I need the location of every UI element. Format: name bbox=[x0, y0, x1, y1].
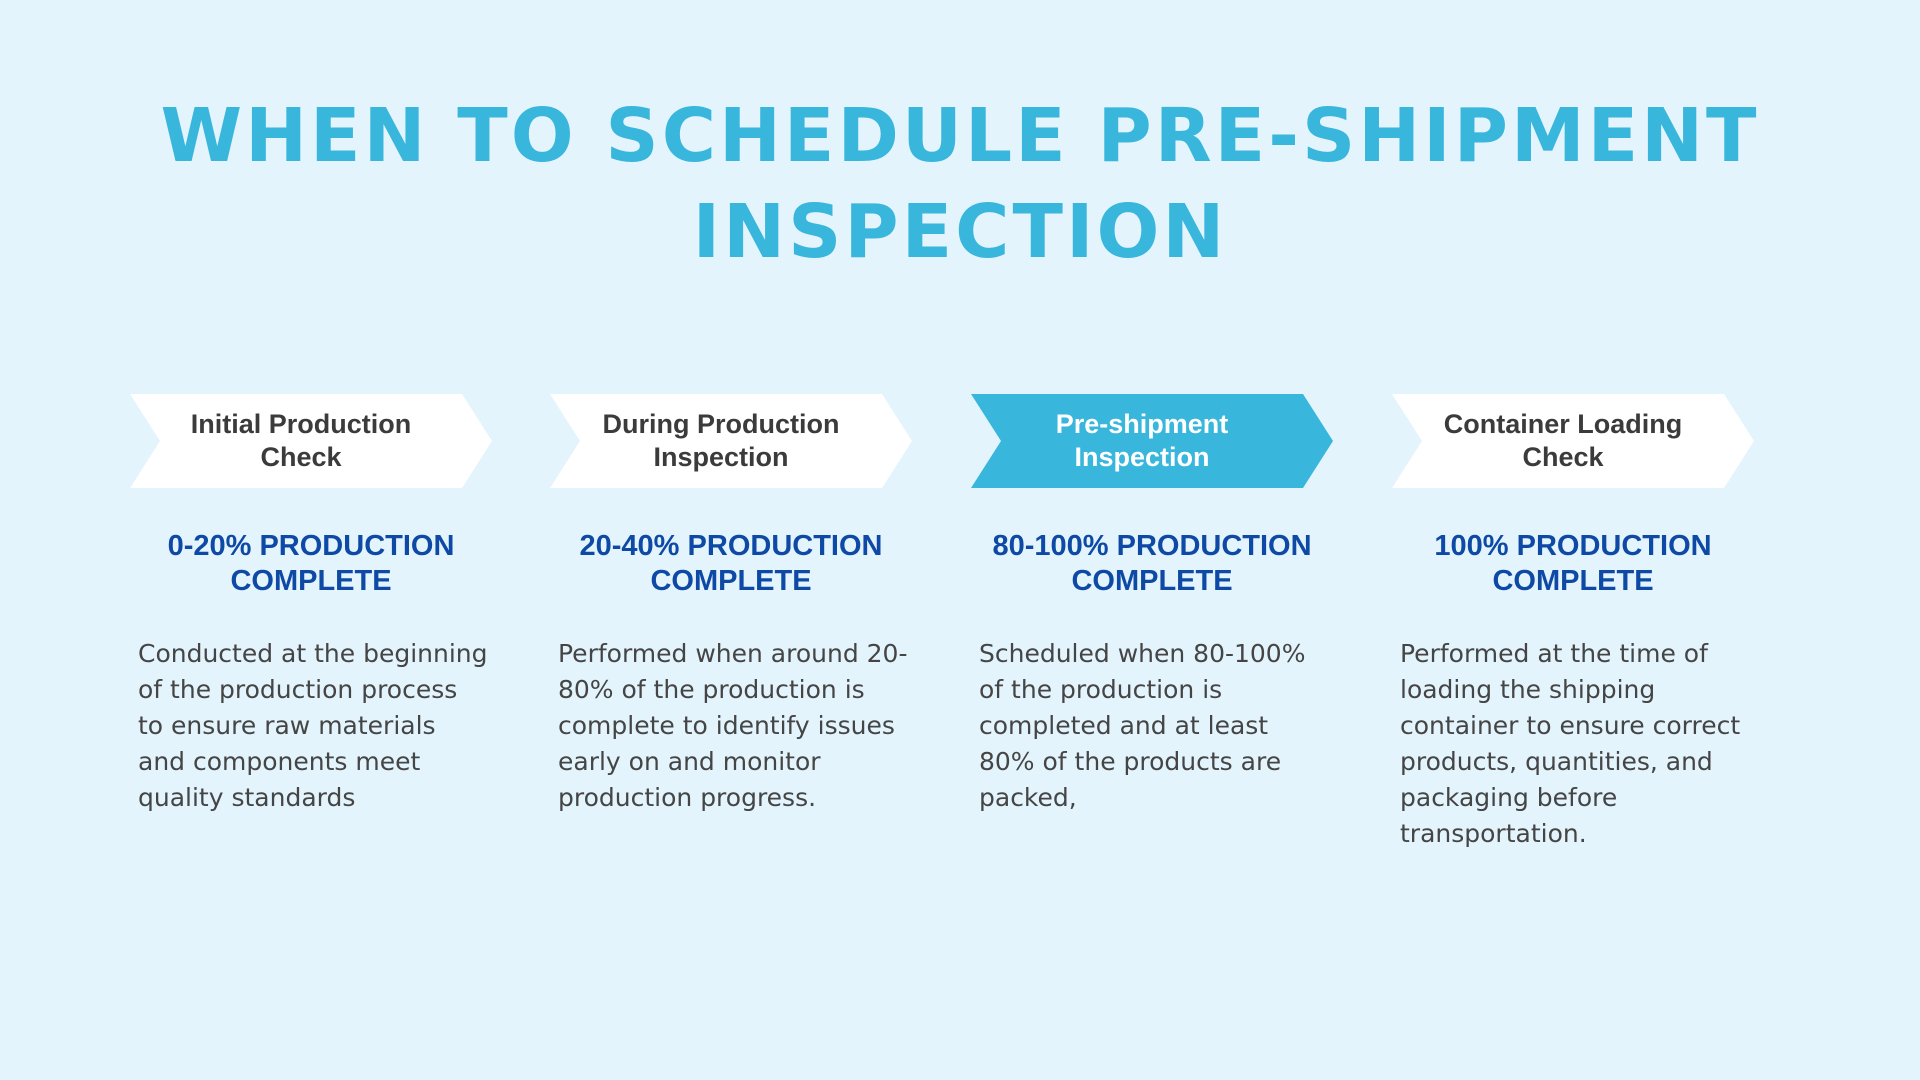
page-title: WHEN TO SCHEDULE PRE-SHIPMENT INSPECTION bbox=[0, 88, 1920, 280]
chevron-arrow: Initial Production Check bbox=[130, 394, 492, 488]
step-during-production-inspection: During Production Inspection 20-40% PROD… bbox=[550, 394, 912, 816]
chevron-shape bbox=[550, 394, 912, 488]
step-label: Initial Production Check bbox=[190, 409, 412, 472]
page-title-line-2: INSPECTION bbox=[692, 189, 1228, 275]
step-label: Pre-shipment Inspection bbox=[1055, 409, 1229, 472]
page-title-line-1: WHEN TO SCHEDULE PRE-SHIPMENT bbox=[160, 93, 1760, 179]
step-description: Performed when around 20-80% of the prod… bbox=[558, 639, 908, 812]
step-label: Container Loading Check bbox=[1443, 409, 1683, 472]
production-percent: 0-20% PRODUCTION COMPLETE bbox=[167, 530, 455, 597]
chevron-arrow: Pre-shipment Inspection bbox=[971, 394, 1333, 488]
production-percent: 20-40% PRODUCTION COMPLETE bbox=[579, 530, 883, 597]
step-description: Performed at the time of loading the shi… bbox=[1400, 639, 1741, 848]
step-pre-shipment-inspection: Pre-shipment Inspection 80-100% PRODUCTI… bbox=[971, 394, 1333, 816]
step-label: During Production Inspection bbox=[602, 409, 840, 472]
chevron-shape bbox=[971, 394, 1333, 488]
production-percent: 80-100% PRODUCTION COMPLETE bbox=[992, 530, 1312, 597]
step-description: Conducted at the beginning of the produc… bbox=[138, 639, 488, 812]
step-container-loading-check: Container Loading Check 100% PRODUCTION … bbox=[1392, 394, 1754, 852]
production-percent: 100% PRODUCTION COMPLETE bbox=[1434, 530, 1712, 597]
step-initial-production-check: Initial Production Check 0-20% PRODUCTIO… bbox=[130, 394, 492, 816]
chevron-arrow: During Production Inspection bbox=[550, 394, 912, 488]
chevron-arrow: Container Loading Check bbox=[1392, 394, 1754, 488]
chevron-shape bbox=[130, 394, 492, 488]
step-description: Scheduled when 80-100% of the production… bbox=[979, 639, 1306, 812]
chevron-shape bbox=[1392, 394, 1754, 488]
